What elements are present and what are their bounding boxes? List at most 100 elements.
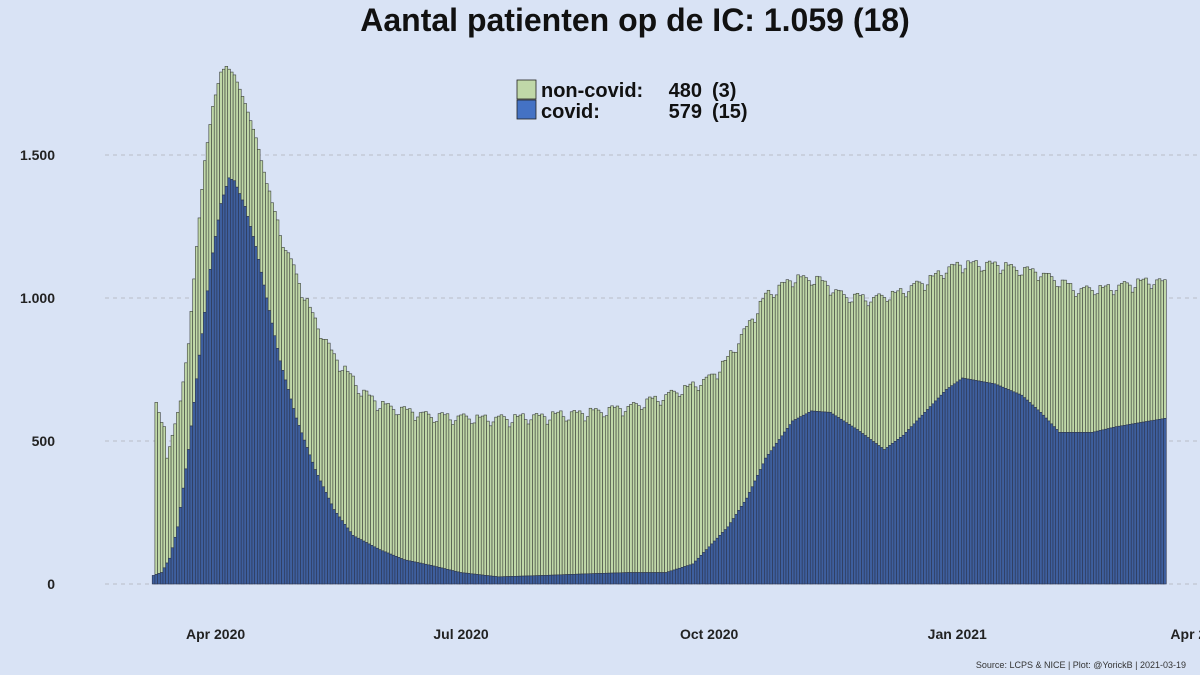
bar-covid (1144, 421, 1148, 585)
bar-non-covid (637, 405, 641, 573)
bar-non-covid (246, 111, 250, 217)
bar-covid (1036, 409, 1040, 585)
bar-non-covid (818, 276, 822, 412)
bar-non-covid (842, 294, 846, 422)
bar-covid (658, 572, 663, 585)
bar-non-covid (259, 160, 264, 273)
bar-non-covid (195, 246, 199, 380)
bar-non-covid (758, 300, 763, 470)
bar-covid (230, 179, 234, 585)
bar-covid (340, 520, 344, 585)
bar-covid (667, 571, 671, 585)
bar-non-covid (931, 275, 935, 405)
bar-covid (1039, 412, 1043, 585)
bar-non-covid (934, 273, 938, 402)
bar-non-covid (645, 398, 649, 573)
bar-covid (707, 546, 711, 585)
bar-covid (785, 428, 790, 585)
bar-covid (173, 536, 177, 585)
bar-non-covid (958, 264, 962, 381)
bar-covid (898, 437, 903, 585)
bar-non-covid (804, 277, 808, 415)
bar-covid (772, 446, 776, 585)
bar-covid (505, 576, 509, 585)
bar-covid (1068, 432, 1073, 585)
bar-covid (1014, 392, 1019, 585)
bar-non-covid (356, 393, 361, 539)
bar-covid (650, 572, 655, 585)
bar-non-covid (982, 269, 986, 383)
bar-covid (308, 454, 312, 585)
bar-non-covid (729, 350, 733, 524)
bar-covid (874, 443, 879, 585)
bar-non-covid (173, 423, 177, 538)
bar-covid (955, 381, 959, 585)
bar-covid (435, 566, 439, 585)
bar-covid (928, 406, 932, 585)
bar-covid (410, 561, 415, 585)
bar-non-covid (1012, 266, 1016, 393)
bar-covid (812, 410, 816, 585)
bar-covid (1031, 404, 1035, 585)
bar-covid (734, 514, 738, 585)
bar-covid (626, 572, 630, 585)
bars-layer (151, 66, 1167, 585)
bar-non-covid (497, 415, 501, 578)
bar-covid (1052, 426, 1057, 585)
bar-non-covid (302, 299, 307, 441)
bar-non-covid (292, 264, 296, 409)
bar-covid (637, 572, 641, 585)
bar-non-covid (656, 401, 660, 573)
bar-covid (745, 497, 749, 585)
bar-non-covid (807, 280, 811, 413)
bar-covid (915, 420, 919, 585)
bar-non-covid (974, 260, 978, 381)
bar-non-covid (426, 413, 431, 566)
bar-covid (809, 410, 814, 585)
bar-non-covid (707, 374, 711, 548)
bar-covid (478, 574, 482, 585)
bar-non-covid (745, 326, 749, 499)
bar-non-covid (278, 235, 282, 362)
bar-covid (418, 562, 423, 585)
bar-non-covid (1090, 290, 1094, 433)
bar-covid (998, 385, 1003, 585)
bar-non-covid (591, 409, 595, 574)
bar-non-covid (300, 297, 304, 434)
bar-covid (737, 510, 741, 585)
bar-covid (157, 573, 161, 585)
bar-covid (464, 572, 469, 585)
bar-non-covid (1122, 281, 1127, 426)
bar-covid (494, 576, 498, 585)
bar-covid (1098, 430, 1102, 585)
bar-non-covid (329, 349, 334, 505)
bar-non-covid (154, 402, 158, 575)
bar-covid (621, 572, 625, 585)
bar-non-covid (596, 409, 601, 574)
bar-covid (267, 310, 272, 585)
bar-covid (1006, 389, 1011, 585)
bar-non-covid (184, 362, 188, 470)
bar-covid (429, 565, 433, 585)
bar-covid (542, 575, 547, 585)
bar-covid (437, 567, 442, 585)
bar-covid (769, 450, 773, 585)
bar-non-covid (1160, 280, 1164, 420)
bar-non-covid (327, 342, 331, 499)
bar-non-covid (866, 305, 870, 438)
bar-covid (694, 560, 698, 585)
bar-non-covid (685, 386, 690, 566)
bar-non-covid (1136, 278, 1140, 424)
bar-non-covid (677, 396, 682, 569)
bar-non-covid (222, 68, 226, 196)
bar-covid (677, 567, 682, 585)
bar-covid (440, 567, 444, 585)
bar-non-covid (545, 423, 549, 576)
bar-covid (1149, 420, 1154, 585)
bar-non-covid (1044, 272, 1048, 419)
legend-value-covid: 579 (669, 101, 702, 123)
bar-non-covid (445, 413, 450, 570)
bar-non-covid (610, 405, 614, 574)
bar-covid (499, 576, 504, 585)
bar-non-covid (955, 261, 959, 383)
